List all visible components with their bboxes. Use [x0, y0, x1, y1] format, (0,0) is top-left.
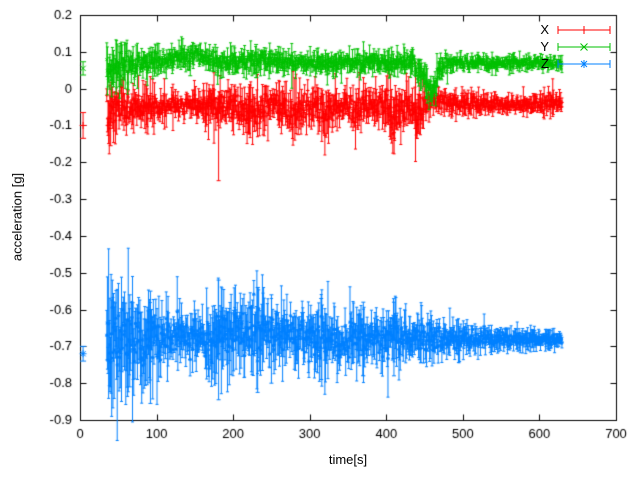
legend-entry-y: Y [540, 38, 612, 55]
legend-label-y: Y [540, 39, 549, 54]
legend-label-x: X [540, 22, 549, 37]
y-axis-label: acceleration [g] [9, 172, 25, 262]
x-axis-label: time[s] [328, 452, 368, 467]
legend: X Y Z [540, 21, 612, 72]
legend-entry-z: Z [540, 55, 612, 72]
legend-entry-x: X [540, 21, 612, 38]
legend-label-z: Z [541, 56, 549, 71]
errorbar-sample-x-icon [557, 25, 611, 34]
errorbar-sample-z-icon [557, 59, 611, 68]
errorbar-sample-y-icon [557, 42, 611, 51]
